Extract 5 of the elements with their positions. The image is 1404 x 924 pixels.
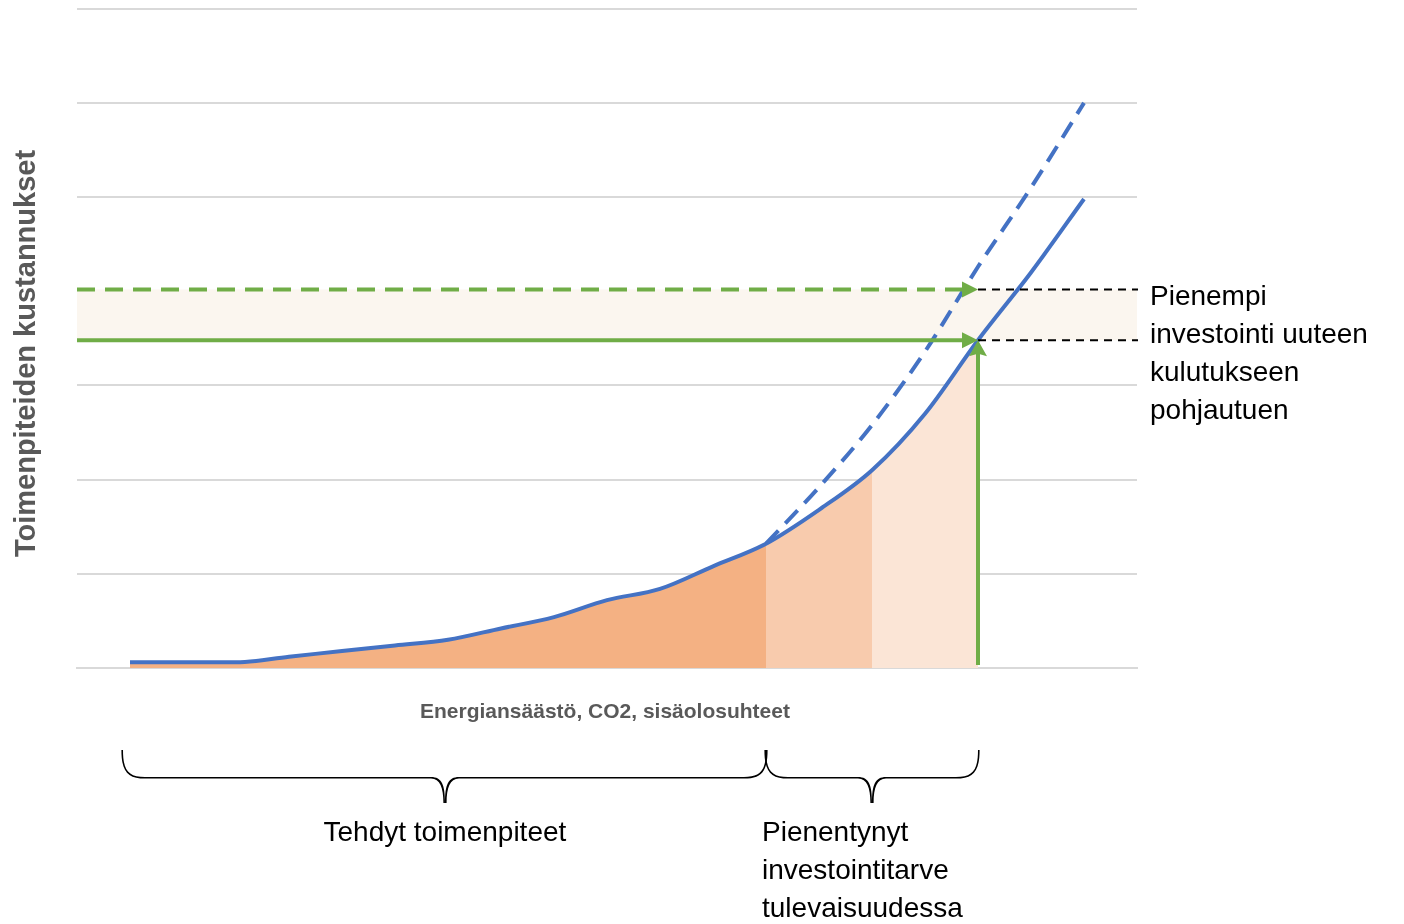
y-axis-title: Toimenpiteiden kustannukset	[8, 149, 42, 557]
text: Pienentynyt investointitarve tulevaisuudessa	[762, 815, 964, 924]
x-axis-title: Energiansäästö, CO2, sisäolosuhteet	[420, 699, 790, 723]
text: Tehdyt toimenpiteet	[323, 815, 567, 849]
text: Pienempi investointi uuteen kulutukseen pohjautuen	[1150, 279, 1369, 427]
